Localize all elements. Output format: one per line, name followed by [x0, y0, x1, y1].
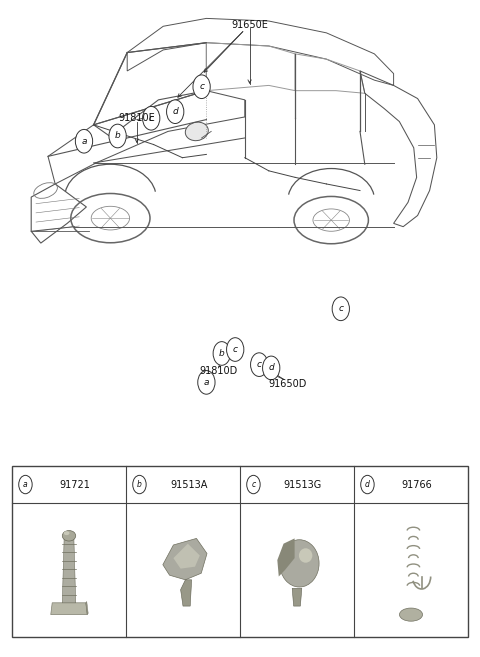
- Text: 91810D: 91810D: [199, 366, 238, 376]
- Text: d: d: [268, 363, 274, 373]
- Text: c: c: [252, 480, 255, 489]
- Circle shape: [213, 342, 230, 365]
- Text: c: c: [338, 304, 343, 313]
- Polygon shape: [180, 579, 192, 606]
- Text: c: c: [199, 82, 204, 91]
- Text: c: c: [149, 114, 154, 123]
- Circle shape: [19, 476, 32, 494]
- Text: d: d: [365, 480, 370, 489]
- Text: 91650D: 91650D: [269, 378, 307, 389]
- Circle shape: [263, 356, 280, 380]
- Circle shape: [193, 75, 210, 99]
- Text: b: b: [219, 349, 225, 358]
- Text: a: a: [81, 137, 87, 146]
- Ellipse shape: [399, 608, 422, 622]
- Text: b: b: [115, 131, 120, 141]
- Text: 91766: 91766: [401, 480, 432, 489]
- Circle shape: [133, 476, 146, 494]
- Polygon shape: [163, 539, 207, 579]
- Circle shape: [247, 476, 260, 494]
- Circle shape: [332, 297, 349, 321]
- Ellipse shape: [280, 540, 319, 587]
- Text: a: a: [204, 378, 209, 387]
- Text: 91513G: 91513G: [284, 480, 322, 489]
- Text: 91513A: 91513A: [170, 480, 207, 489]
- Polygon shape: [173, 544, 200, 568]
- Circle shape: [227, 338, 244, 361]
- Polygon shape: [51, 603, 87, 615]
- Text: 91810E: 91810E: [119, 113, 155, 124]
- Ellipse shape: [185, 122, 208, 141]
- Ellipse shape: [299, 548, 312, 562]
- Circle shape: [167, 100, 184, 124]
- Circle shape: [198, 371, 215, 394]
- Polygon shape: [277, 539, 295, 577]
- Text: 91721: 91721: [59, 480, 90, 489]
- Circle shape: [143, 106, 160, 130]
- Circle shape: [109, 124, 126, 148]
- Text: a: a: [23, 480, 28, 489]
- Ellipse shape: [62, 531, 76, 541]
- Text: c: c: [257, 360, 262, 369]
- Text: b: b: [137, 480, 142, 489]
- Circle shape: [75, 129, 93, 153]
- Text: 91650E: 91650E: [231, 20, 268, 30]
- Circle shape: [361, 476, 374, 494]
- Polygon shape: [292, 589, 302, 606]
- Polygon shape: [86, 602, 88, 615]
- Text: c: c: [233, 345, 238, 354]
- Circle shape: [251, 353, 268, 376]
- Polygon shape: [62, 536, 76, 603]
- Text: d: d: [172, 107, 178, 116]
- Ellipse shape: [64, 531, 70, 535]
